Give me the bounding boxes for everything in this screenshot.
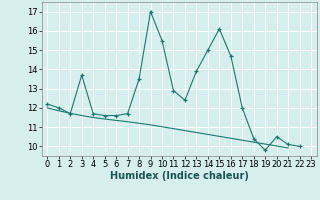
X-axis label: Humidex (Indice chaleur): Humidex (Indice chaleur) <box>110 171 249 181</box>
